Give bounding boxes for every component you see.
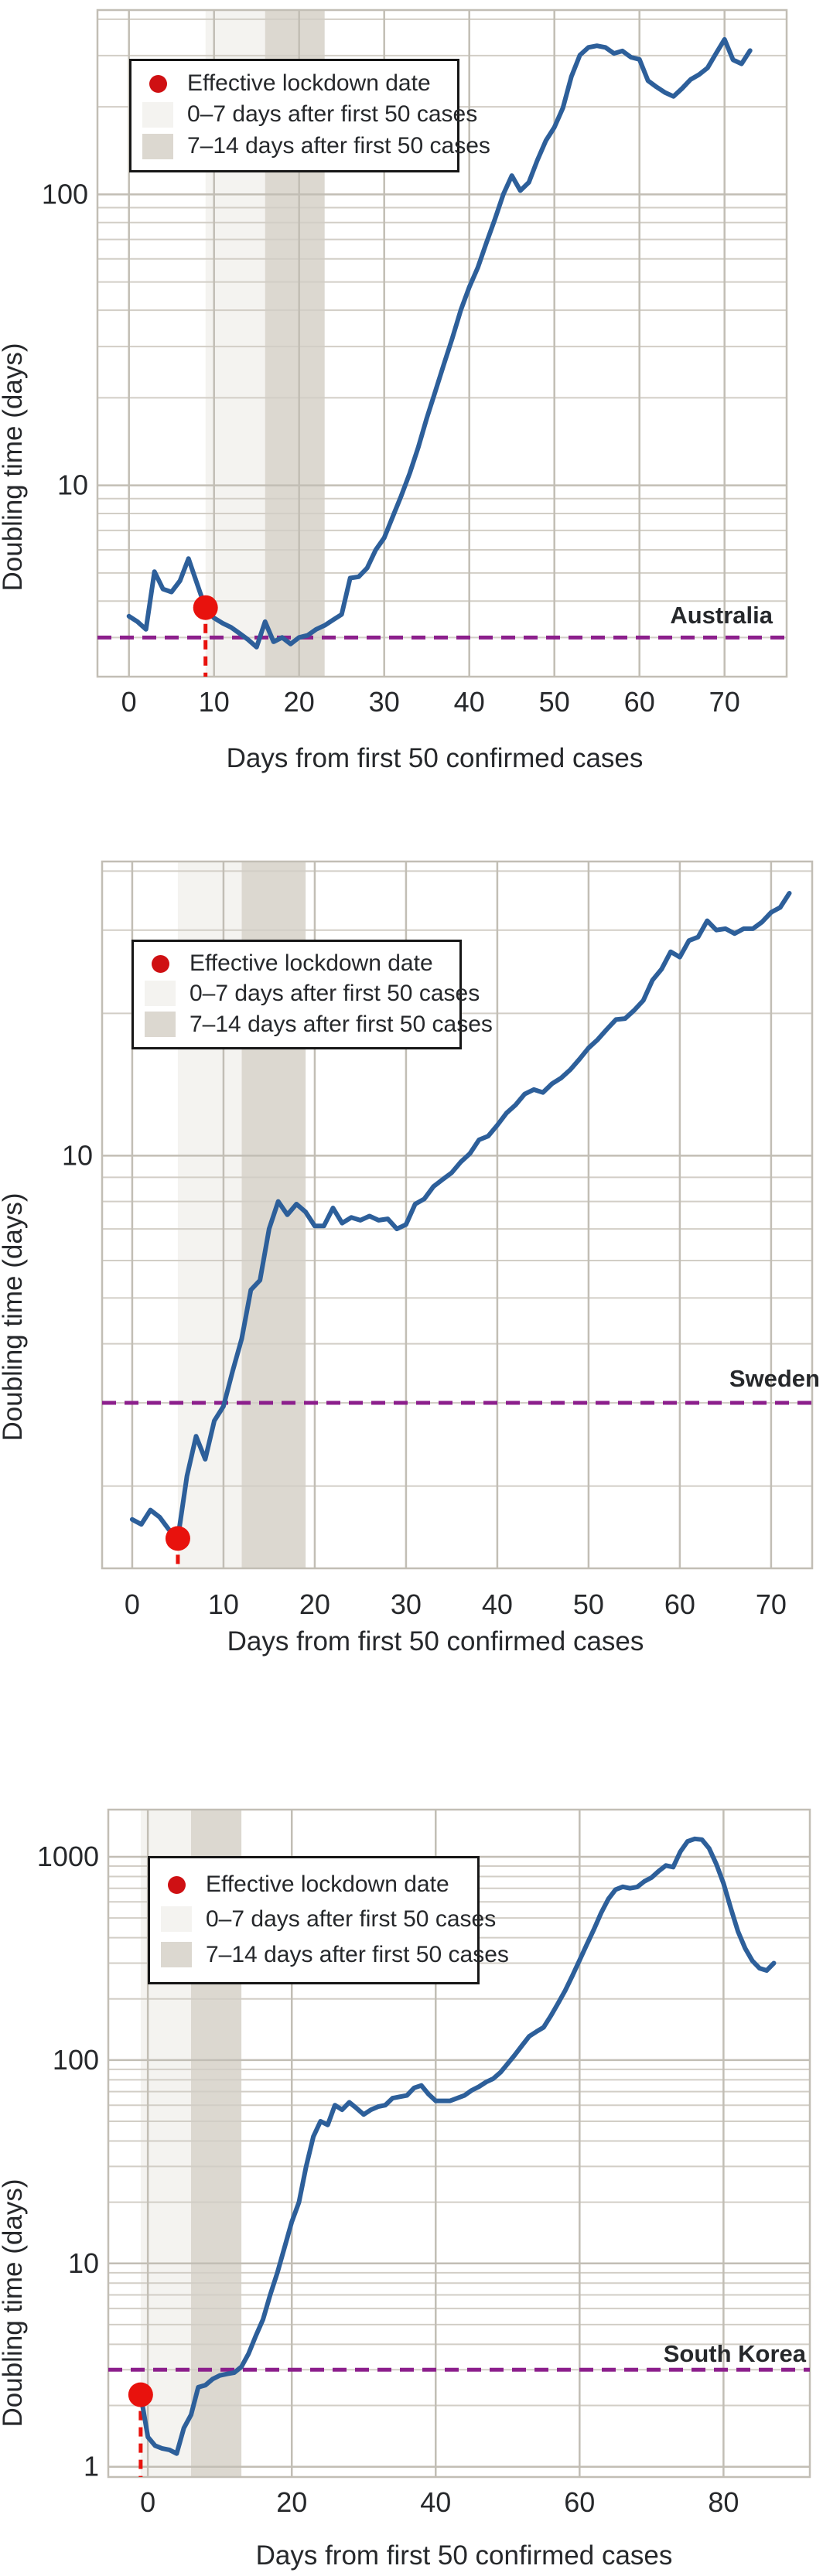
plot-frame [96,9,788,678]
x-tick-label: 70 [709,686,740,718]
dark-band-swatch [145,1012,176,1037]
x-axis-label: Days from first 50 confirmed cases [227,743,644,773]
legend-row-lockdown: Effective lockdown date [161,1873,466,1896]
legend-row-dark-band: 7–14 days after first 50 cases [142,133,490,159]
chart-south-korea: 1 10 100 1000 0 20 40 60 80 Days from first 50 co… [0,1709,823,2576]
y-tick-label: 1000 [37,1841,99,1872]
legend-row-lockdown: Effective lockdown date [142,72,446,95]
lockdown-dot [128,2382,153,2407]
x-tick-label: 0 [125,1588,140,1620]
legend-label: 0–7 days after first 50 cases [206,1906,497,1932]
chart-australia: 10 100 0 10 20 30 40 50 60 70 Days from first 50 c… [0,0,823,843]
legend-row-light-band: 0–7 days after first 50 cases [145,981,480,1006]
y-axis-label: Doubling time (days) [0,343,28,592]
x-tick-label: 20 [284,686,315,718]
legend-row-dark-band: 7–14 days after first 50 cases [161,1942,509,1967]
y-tick-label: 100 [53,2044,99,2076]
x-tick-label: 20 [299,1588,330,1620]
legend-row-light-band: 0–7 days after first 50 cases [142,101,477,128]
x-tick-label: 70 [756,1588,787,1620]
x-tick-label: 50 [539,686,570,718]
y-tick-label: 10 [68,2247,99,2279]
x-tick-label: 40 [420,2486,451,2518]
legend-row-dark-band: 7–14 days after first 50 cases [145,1012,493,1037]
lockdown-dot [193,595,218,620]
legend-row-light-band: 0–7 days after first 50 cases [161,1906,496,1932]
y-tick-label: 10 [62,1139,93,1171]
x-tick-label: 30 [391,1588,422,1620]
x-tick-label: 30 [369,686,400,718]
y-tick-label: 10 [57,469,88,501]
x-tick-label: 60 [564,2486,595,2518]
legend: Effective lockdown date 0–7 days after f… [148,1856,509,1984]
legend-label: Effective lockdown date [187,70,431,97]
legend-label: 7–14 days after first 50 cases [187,133,490,159]
y-axis-label: Doubling time (days) [0,2179,28,2428]
x-tick-label: 10 [199,686,230,718]
light-band-swatch [161,1906,192,1932]
x-tick-label: 40 [482,1588,513,1620]
legend: Effective lockdown date 0–7 days after f… [131,940,493,1049]
light-band-swatch [145,981,176,1006]
x-tick-label: 50 [573,1588,604,1620]
doubling-time-line [138,1836,777,2456]
country-label: Australia [670,602,773,629]
x-tick-label: 60 [624,686,655,718]
x-tick-label: 20 [276,2486,307,2518]
x-tick-label: 0 [121,686,137,718]
light-band-swatch [142,101,173,128]
lockdown-dot-icon [149,74,167,93]
country-label: Sweden [729,1365,820,1392]
legend-label: 0–7 days after first 50 cases [190,980,480,1006]
y-axis-label: Doubling time (days) [0,1193,28,1442]
lockdown-dot-icon [152,954,169,973]
plot-frame [107,1808,811,2479]
legend: Effective lockdown date 0–7 days after f… [129,59,490,172]
legend-row-lockdown: Effective lockdown date [145,952,449,975]
legend-label: 7–14 days after first 50 cases [206,1941,509,1967]
dark-band-swatch [161,1942,192,1967]
dark-band-swatch [142,133,173,159]
country-label: South Korea [664,2340,807,2367]
x-tick-label: 10 [208,1588,239,1620]
legend-label: Effective lockdown date [206,1871,449,1897]
doubling-time-line [129,891,792,1541]
x-axis-label: Days from first 50 confirmed cases [256,2540,673,2571]
legend-label: 0–7 days after first 50 cases [187,101,478,127]
chart-sweden: 10 0 10 20 30 40 50 60 70 Days from first 50 conf… [0,843,823,1709]
legend-label: 7–14 days after first 50 cases [190,1011,493,1037]
lockdown-dot-icon [168,1875,186,1894]
y-tick-label: 100 [42,178,88,210]
x-tick-label: 40 [454,686,485,718]
x-tick-label: 0 [140,2486,155,2518]
plot-frame [101,860,814,1570]
x-tick-label: 60 [664,1588,695,1620]
chart-sweden-plot: 10 0 10 20 30 40 50 60 70 Days from first 50 conf… [0,860,820,1656]
x-tick-label: 80 [708,2486,739,2518]
chart-south-korea-plot: 1 10 100 1000 0 20 40 60 80 Days from first 50 co… [0,1808,811,2571]
legend-label: Effective lockdown date [190,950,433,976]
y-tick-label: 1 [84,2451,99,2482]
lockdown-dot [165,1526,190,1551]
doubling-time-line [126,36,753,650]
x-axis-label: Days from first 50 confirmed cases [227,1626,644,1656]
